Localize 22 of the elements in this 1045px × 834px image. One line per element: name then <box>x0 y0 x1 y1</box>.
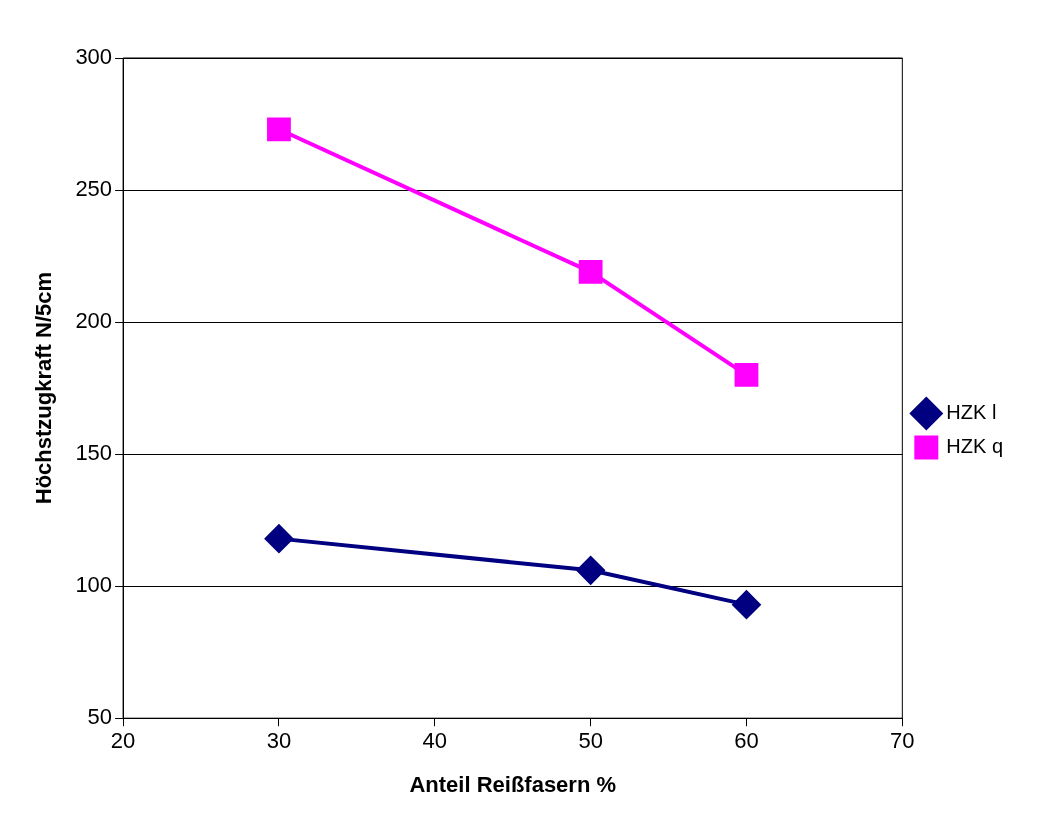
point <box>732 590 761 619</box>
point <box>576 556 605 585</box>
point <box>264 524 293 553</box>
x-tick-label: 30 <box>266 728 292 754</box>
legend-label: HZK q <box>946 435 1004 458</box>
x-tick-label: 20 <box>110 728 136 754</box>
y-tick-label: 150 <box>75 440 113 466</box>
x-axis-title: Anteil Reißfasern % <box>409 771 617 797</box>
point <box>578 260 603 284</box>
x-tick-label: 60 <box>734 728 759 754</box>
y-tick-label: 50 <box>87 704 113 730</box>
point <box>267 117 291 142</box>
legend-label: HZK l <box>946 401 997 424</box>
y-tick-label: 100 <box>75 572 113 598</box>
y-tick-label: 300 <box>75 44 113 70</box>
point <box>734 363 759 387</box>
y-tick-label: 250 <box>75 176 113 202</box>
x-tick-label: 70 <box>890 728 915 754</box>
x-tick-label: 40 <box>422 728 448 754</box>
y-tick-label: 200 <box>75 308 113 334</box>
x-tick-label: 50 <box>578 728 603 754</box>
y-axis-title: Höchstzugkraft N/5cm <box>31 271 57 505</box>
